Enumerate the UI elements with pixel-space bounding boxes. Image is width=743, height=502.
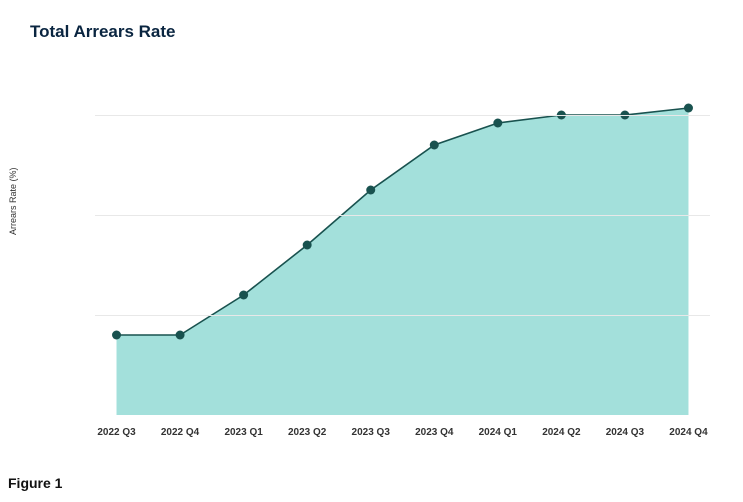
x-tick-label: 2023 Q3 — [352, 427, 390, 438]
data-point — [493, 119, 502, 128]
gridline — [95, 115, 710, 116]
x-tick-label: 2022 Q4 — [161, 427, 199, 438]
x-tick-label: 2024 Q2 — [542, 427, 580, 438]
x-tick-label: 2022 Q3 — [97, 427, 135, 438]
x-tick-label: 2024 Q4 — [669, 427, 707, 438]
x-tick-label: 2023 Q1 — [224, 427, 262, 438]
data-point — [366, 186, 375, 195]
data-point — [239, 291, 248, 300]
data-point — [430, 141, 439, 150]
gridline — [95, 315, 710, 316]
chart-svg — [95, 65, 710, 415]
area-fill — [117, 108, 689, 415]
x-tick-label: 2024 Q3 — [606, 427, 644, 438]
x-tick-label: 2023 Q2 — [288, 427, 326, 438]
data-point — [112, 331, 121, 340]
x-tick-label: 2023 Q4 — [415, 427, 453, 438]
chart-plot-area: 2022 Q32022 Q42023 Q12023 Q22023 Q32023 … — [95, 65, 710, 415]
figure-caption: Figure 1 — [8, 475, 62, 491]
data-point — [684, 104, 693, 113]
data-point — [303, 241, 312, 250]
data-point — [176, 331, 185, 340]
gridline — [95, 215, 710, 216]
x-tick-label: 2024 Q1 — [479, 427, 517, 438]
y-axis-label: Arrears Rate (%) — [8, 167, 18, 235]
chart-title: Total Arrears Rate — [30, 22, 176, 42]
